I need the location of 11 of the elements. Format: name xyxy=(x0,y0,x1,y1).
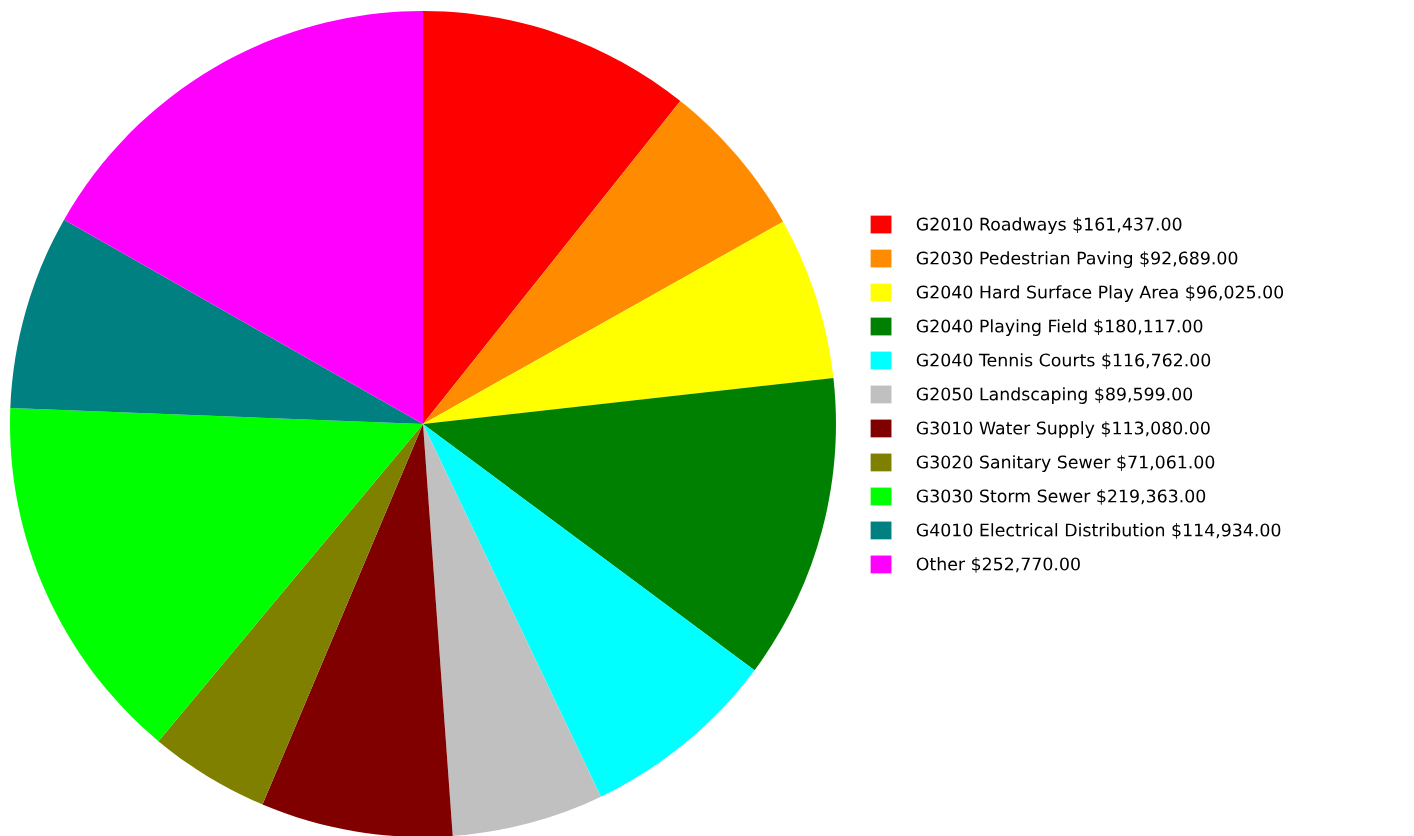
legend-label: G3020 Sanitary Sewer $71,061.00 xyxy=(916,455,1215,472)
legend-label: G3030 Storm Sewer $219,363.00 xyxy=(916,489,1206,505)
legend-label: G2040 Hard Surface Play Area $96,025.00 xyxy=(916,285,1284,302)
legend-label: G2040 Tennis Courts $116,762.00 xyxy=(916,353,1211,369)
legend-label: Other $252,770.00 xyxy=(916,557,1080,573)
legend-label: G2030 Pedestrian Paving $92,689.00 xyxy=(916,251,1238,268)
legend-label: G3010 Water Supply $113,080.00 xyxy=(916,421,1210,438)
legend-label: G4010 Electrical Distribution $114,934.00 xyxy=(916,523,1281,539)
legend-label: G2050 Landscaping $89,599.00 xyxy=(916,387,1193,404)
legend-label: G2040 Playing Field $180,117.00 xyxy=(916,319,1203,336)
legend-label: G2010 Roadways $161,437.00 xyxy=(916,217,1182,234)
